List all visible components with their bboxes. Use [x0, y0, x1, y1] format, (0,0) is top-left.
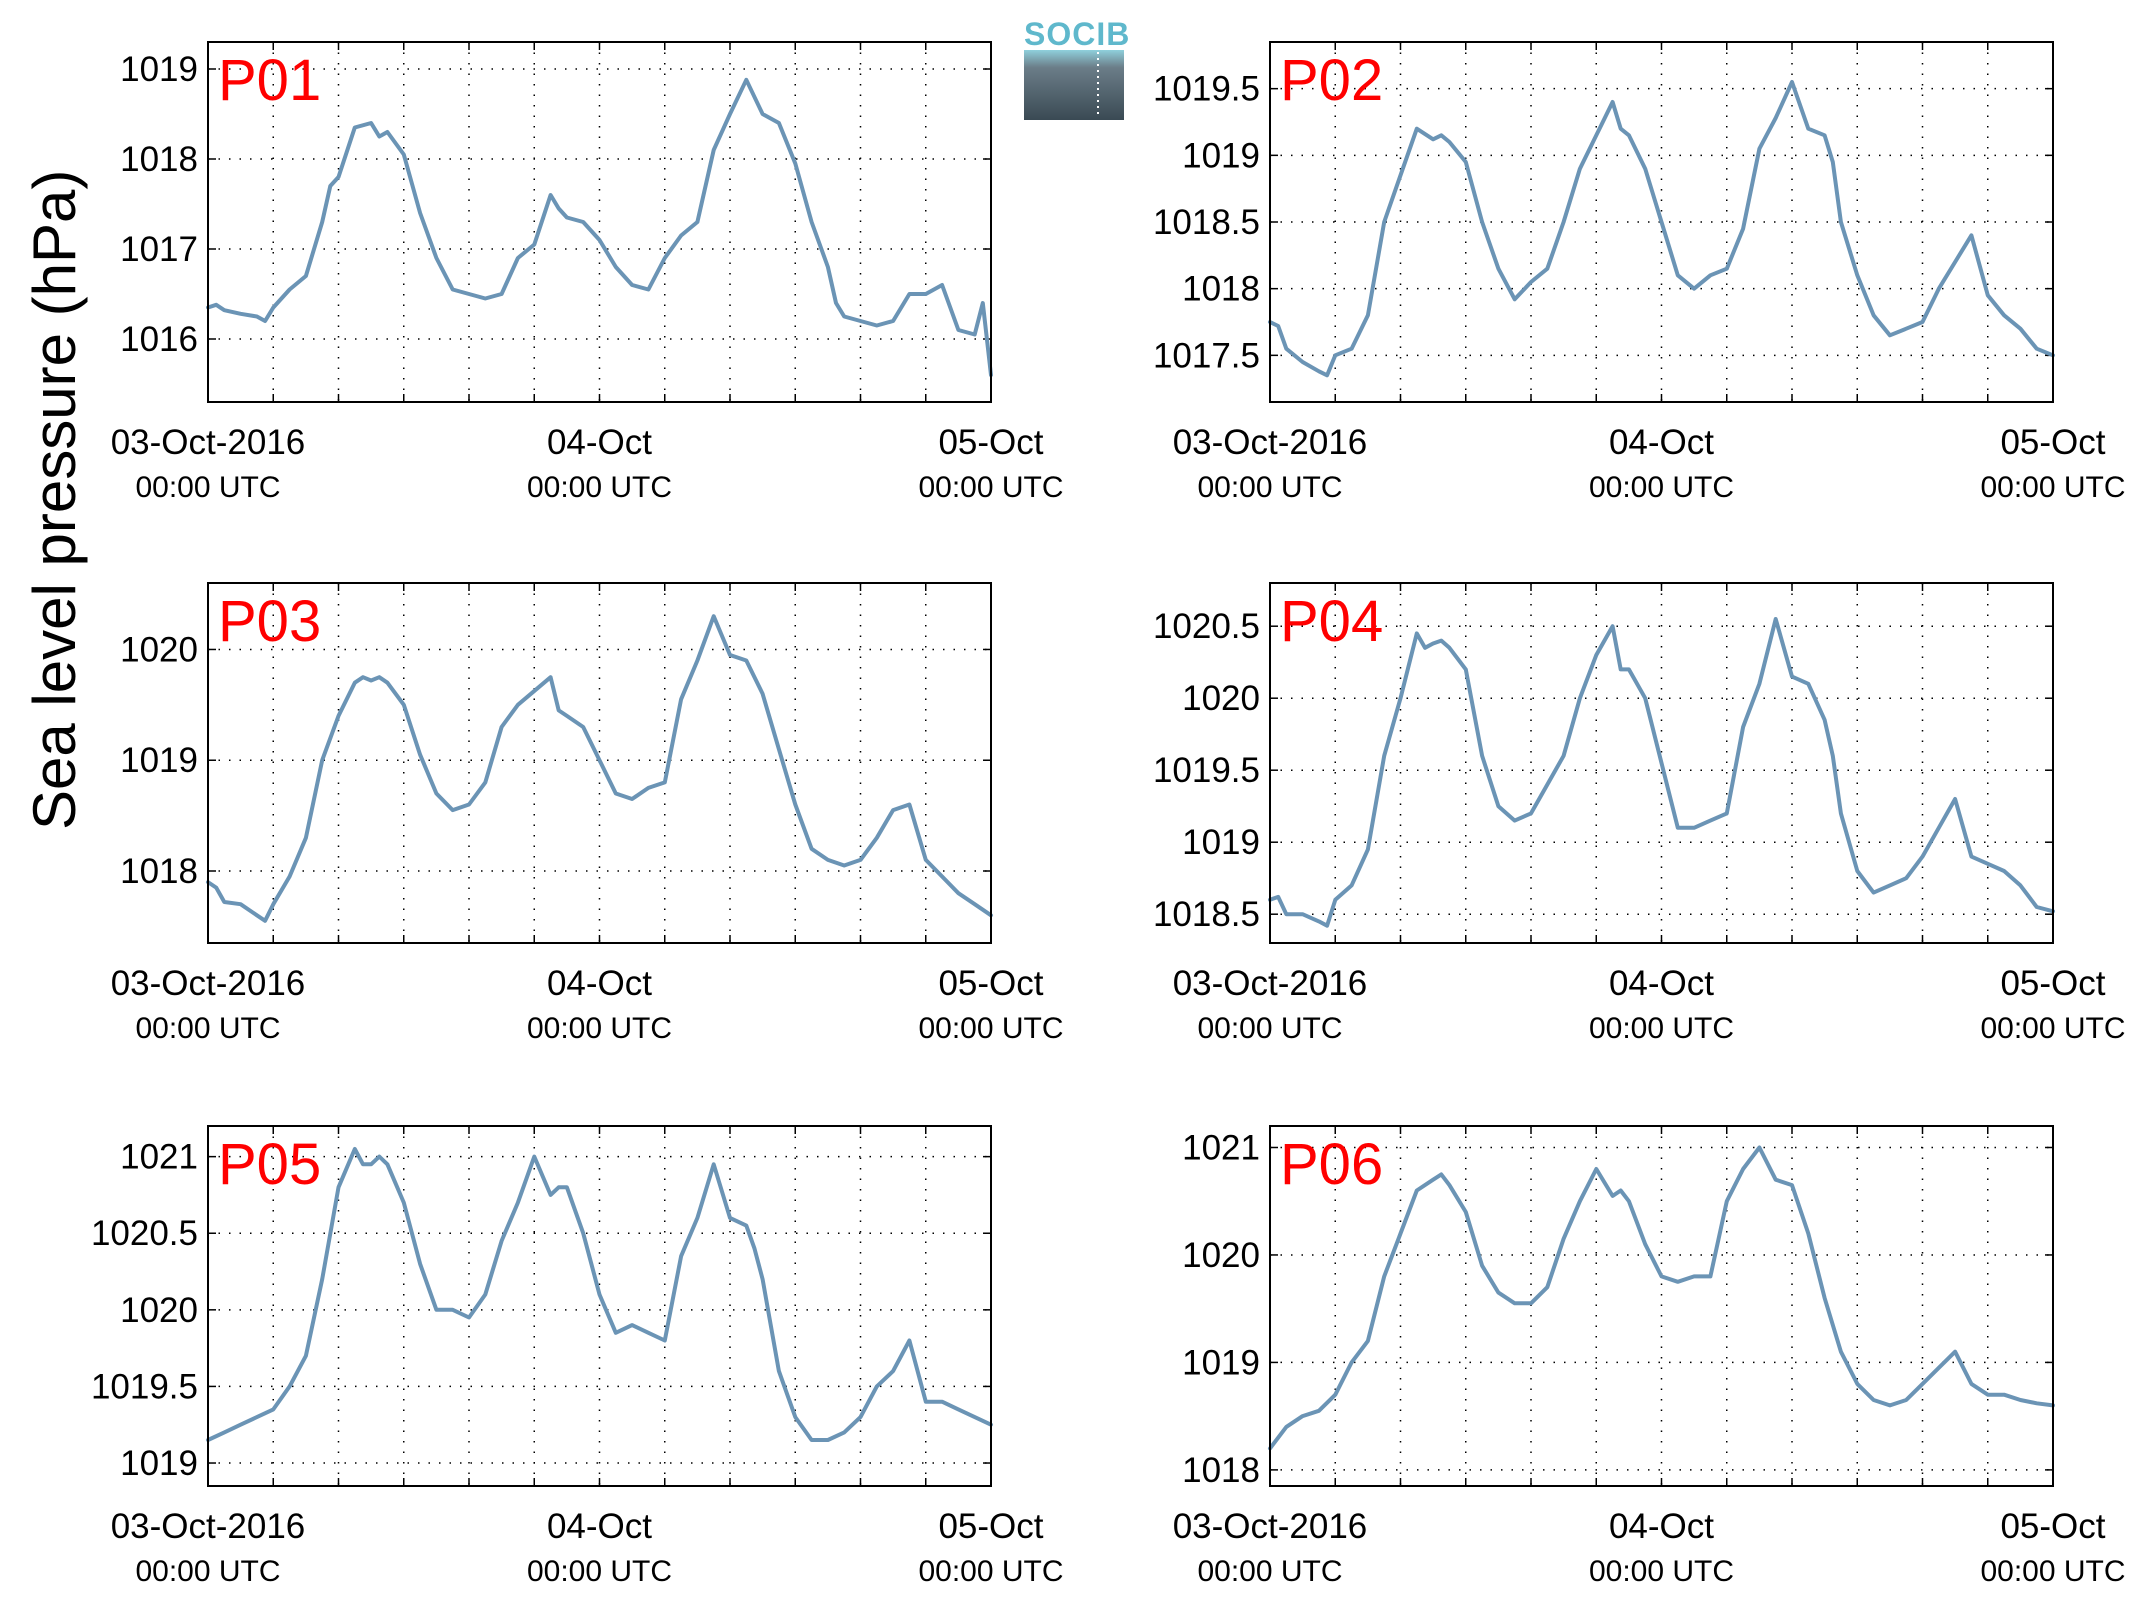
plot-frame [207, 1125, 992, 1487]
x-tick-sublabel: 00:00 UTC [918, 471, 1063, 504]
y-tick-label: 1019 [120, 741, 198, 780]
x-tick-sublabel: 00:00 UTC [527, 1555, 672, 1588]
chart-panel-p02: 1017.5 1018 1018.5 1019 1019.5 03-Oct-2016 00:… [1153, 41, 2126, 504]
x-tick-sublabel: 00:00 UTC [1980, 471, 2125, 504]
x-tick-label: 04-Oct [1609, 1507, 1714, 1546]
y-tick-label: 1020 [120, 1291, 198, 1330]
x-tick-label: 05-Oct [2000, 964, 2105, 1003]
x-tick-sublabel: 00:00 UTC [135, 1555, 280, 1588]
y-tick-label: 1018 [1182, 270, 1260, 309]
y-tick-label: 1020 [1182, 679, 1260, 718]
x-tick-sublabel: 00:00 UTC [918, 1555, 1063, 1588]
y-tick-label: 1016 [120, 320, 198, 359]
chart-panel-p01: 1016 1017 1018 1019 03-Oct-2016 00:00 UTC 04-O… [111, 41, 1064, 504]
x-tick-label: 04-Oct [547, 423, 652, 462]
x-tick-sublabel: 00:00 UTC [135, 1012, 280, 1045]
y-tick-label: 1019 [120, 50, 198, 89]
y-tick-label: 1019 [1182, 136, 1260, 175]
y-tick-label: 1020 [120, 630, 198, 669]
y-tick-label: 1018.5 [1153, 895, 1260, 934]
pressure-series-line [1268, 1145, 2055, 1451]
panel-label: P02 [1280, 48, 1383, 113]
x-tick-label: 04-Oct [1609, 964, 1714, 1003]
chart-panel-p03: 1018 1019 1020 03-Oct-2016 00:00 UTC 04-Oct 00… [111, 582, 1064, 1045]
x-tick-sublabel: 00:00 UTC [1980, 1012, 2125, 1045]
logo-text: SOCIB [1024, 16, 1130, 52]
panel-label: P06 [1280, 1132, 1383, 1197]
x-tick-label: 03-Oct-2016 [111, 423, 306, 462]
plot-frame [207, 41, 992, 403]
y-axis-label: Sea level pressure (hPa) [21, 170, 88, 830]
x-tick-label: 03-Oct-2016 [111, 1507, 306, 1546]
x-tick-sublabel: 00:00 UTC [1589, 1555, 1734, 1588]
x-tick-label: 05-Oct [938, 964, 1043, 1003]
plot-frame [207, 582, 992, 944]
x-tick-sublabel: 00:00 UTC [1197, 1012, 1342, 1045]
x-tick-label: 05-Oct [938, 1507, 1043, 1546]
y-tick-label: 1018 [120, 852, 198, 891]
x-tick-sublabel: 00:00 UTC [1197, 471, 1342, 504]
plot-frame [1269, 582, 2054, 944]
pressure-series-line [206, 614, 993, 923]
y-tick-label: 1018 [120, 140, 198, 179]
x-tick-label: 04-Oct [547, 1507, 652, 1546]
y-tick-label: 1017.5 [1153, 336, 1260, 375]
y-tick-label: 1021 [1182, 1128, 1260, 1167]
x-tick-sublabel: 00:00 UTC [1980, 1555, 2125, 1588]
pressure-series-line [1268, 80, 2055, 378]
x-tick-sublabel: 00:00 UTC [527, 471, 672, 504]
y-tick-label: 1018 [1182, 1451, 1260, 1490]
x-tick-sublabel: 00:00 UTC [527, 1012, 672, 1045]
plot-frame [1269, 41, 2054, 403]
chart-panel-p06: 1018 1019 1020 1021 03-Oct-2016 00:00 UTC 04-O… [1173, 1125, 2126, 1588]
pressure-series-line [1268, 617, 2055, 928]
x-tick-label: 03-Oct-2016 [1173, 423, 1368, 462]
x-tick-label: 05-Oct [2000, 423, 2105, 462]
x-tick-sublabel: 00:00 UTC [918, 1012, 1063, 1045]
panel-label: P04 [1280, 589, 1383, 654]
x-tick-label: 03-Oct-2016 [1173, 964, 1368, 1003]
y-tick-label: 1019 [120, 1444, 198, 1483]
y-tick-label: 1021 [120, 1138, 198, 1177]
y-tick-label: 1020.5 [91, 1214, 198, 1253]
pressure-series-line [206, 77, 993, 377]
panel-label: P01 [218, 48, 321, 113]
x-tick-label: 05-Oct [2000, 1507, 2105, 1546]
x-tick-label: 04-Oct [1609, 423, 1714, 462]
y-tick-label: 1017 [120, 230, 198, 269]
panel-label: P05 [218, 1132, 321, 1197]
pressure-series-line [206, 1147, 993, 1442]
y-tick-label: 1020 [1182, 1236, 1260, 1275]
y-tick-label: 1018.5 [1153, 203, 1260, 242]
y-tick-label: 1019.5 [91, 1367, 198, 1406]
x-tick-sublabel: 00:00 UTC [1589, 471, 1734, 504]
plot-frame [1269, 1125, 2054, 1487]
x-tick-sublabel: 00:00 UTC [1589, 1012, 1734, 1045]
chart-panel-p05: 1019 1019.5 1020 1020.5 1021 03-Oct-2016 00:00… [91, 1125, 1064, 1588]
x-tick-sublabel: 00:00 UTC [135, 471, 280, 504]
y-tick-label: 1020.5 [1153, 607, 1260, 646]
x-tick-label: 03-Oct-2016 [111, 964, 306, 1003]
chart-panel-p04: 1018.5 1019 1019.5 1020 1020.5 03-Oct-2016 00:… [1153, 582, 2126, 1045]
socib-logo: SOCIB [1024, 16, 1130, 120]
x-tick-label: 03-Oct-2016 [1173, 1507, 1368, 1546]
y-tick-label: 1019 [1182, 823, 1260, 862]
x-tick-label: 05-Oct [938, 423, 1043, 462]
panel-label: P03 [218, 589, 321, 654]
x-tick-sublabel: 00:00 UTC [1197, 1555, 1342, 1588]
y-tick-label: 1019.5 [1153, 751, 1260, 790]
logo-graphic [1024, 50, 1124, 120]
x-tick-label: 04-Oct [547, 964, 652, 1003]
y-tick-label: 1019 [1182, 1343, 1260, 1382]
y-tick-label: 1019.5 [1153, 70, 1260, 109]
